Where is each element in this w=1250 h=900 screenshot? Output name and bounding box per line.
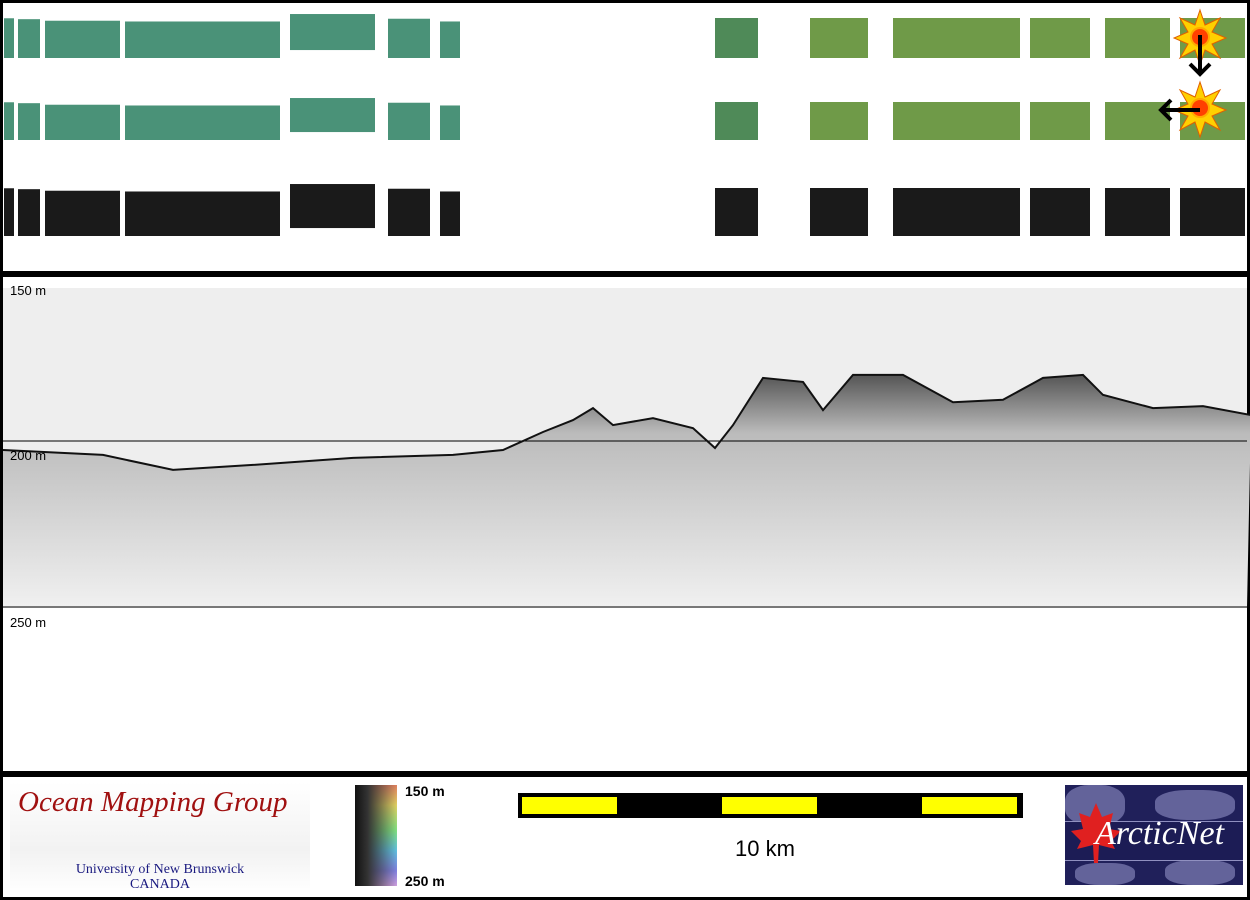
sun-arrow-down-icon (1172, 8, 1228, 77)
seafloor-profile-line (2, 373, 1250, 471)
omg-subtitle: University of New Brunswick CANADA (10, 862, 310, 892)
depth-label-250: 250 m (10, 615, 47, 630)
swath-strip (18, 19, 40, 58)
colorbar-max-label: 250 m (405, 873, 445, 889)
swath-strip (18, 103, 40, 140)
swath-strip (290, 98, 375, 133)
depth-label-150: 150 m (10, 283, 47, 298)
swath-strip (810, 102, 868, 140)
swath-strip (810, 188, 868, 236)
swath-strip (1105, 188, 1170, 236)
scale-bar-label: 10 km (735, 836, 795, 861)
swath-strip (440, 105, 460, 140)
swath-strip (1030, 188, 1090, 236)
depth-label-200: 200 m (10, 448, 47, 463)
arcticnet-name: ArcticNet (1095, 815, 1225, 852)
scale-bar (518, 793, 1023, 818)
swath-strip (715, 102, 758, 140)
swath-strip (290, 184, 375, 229)
swath-strip (715, 18, 758, 58)
swath-strip (4, 188, 14, 236)
colorbar-min-label: 150 m (405, 783, 445, 799)
swath-strip (1180, 188, 1245, 236)
swath-strip (893, 18, 1020, 58)
swath-strips (4, 14, 1245, 236)
swath-strip (45, 20, 120, 58)
swath-strip (388, 188, 430, 236)
swath-strip (388, 102, 430, 140)
swath-strip (125, 105, 280, 140)
swath-strip (125, 21, 280, 58)
swath-strip (1105, 102, 1170, 140)
swath-strip (45, 190, 120, 236)
swath-strip (1030, 18, 1090, 58)
scale-segment (722, 797, 817, 814)
swath-strip (893, 102, 1020, 140)
scale-segment (922, 797, 1017, 814)
arcticnet-logo: ArcticNet (1065, 785, 1243, 885)
swath-strip (1105, 18, 1170, 58)
scale-segment (522, 797, 617, 814)
swath-strip (45, 104, 120, 140)
swath-strip (810, 18, 868, 58)
swath-strip (388, 18, 430, 59)
subbottom-shading (3, 374, 1250, 607)
maple-leaf-icon (1071, 803, 1121, 863)
ocean-mapping-group-logo: Ocean Mapping Group University of New Br… (10, 782, 310, 894)
sun-arrow-left-icon (1158, 80, 1228, 139)
omg-country: CANADA (130, 877, 190, 892)
swath-strip (715, 188, 758, 236)
swath-strip (18, 189, 40, 236)
swath-strip (440, 21, 460, 59)
swath-strip (893, 188, 1020, 236)
swath-strip (290, 14, 375, 51)
depth-colorbar (355, 785, 397, 886)
swath-strip (4, 18, 14, 58)
omg-university: University of New Brunswick (75, 862, 245, 877)
swath-strip (4, 102, 14, 140)
swath-strip (440, 191, 460, 236)
swath-strip (1030, 102, 1090, 140)
omg-title: Ocean Mapping Group (18, 786, 288, 818)
swath-strip (125, 191, 280, 236)
